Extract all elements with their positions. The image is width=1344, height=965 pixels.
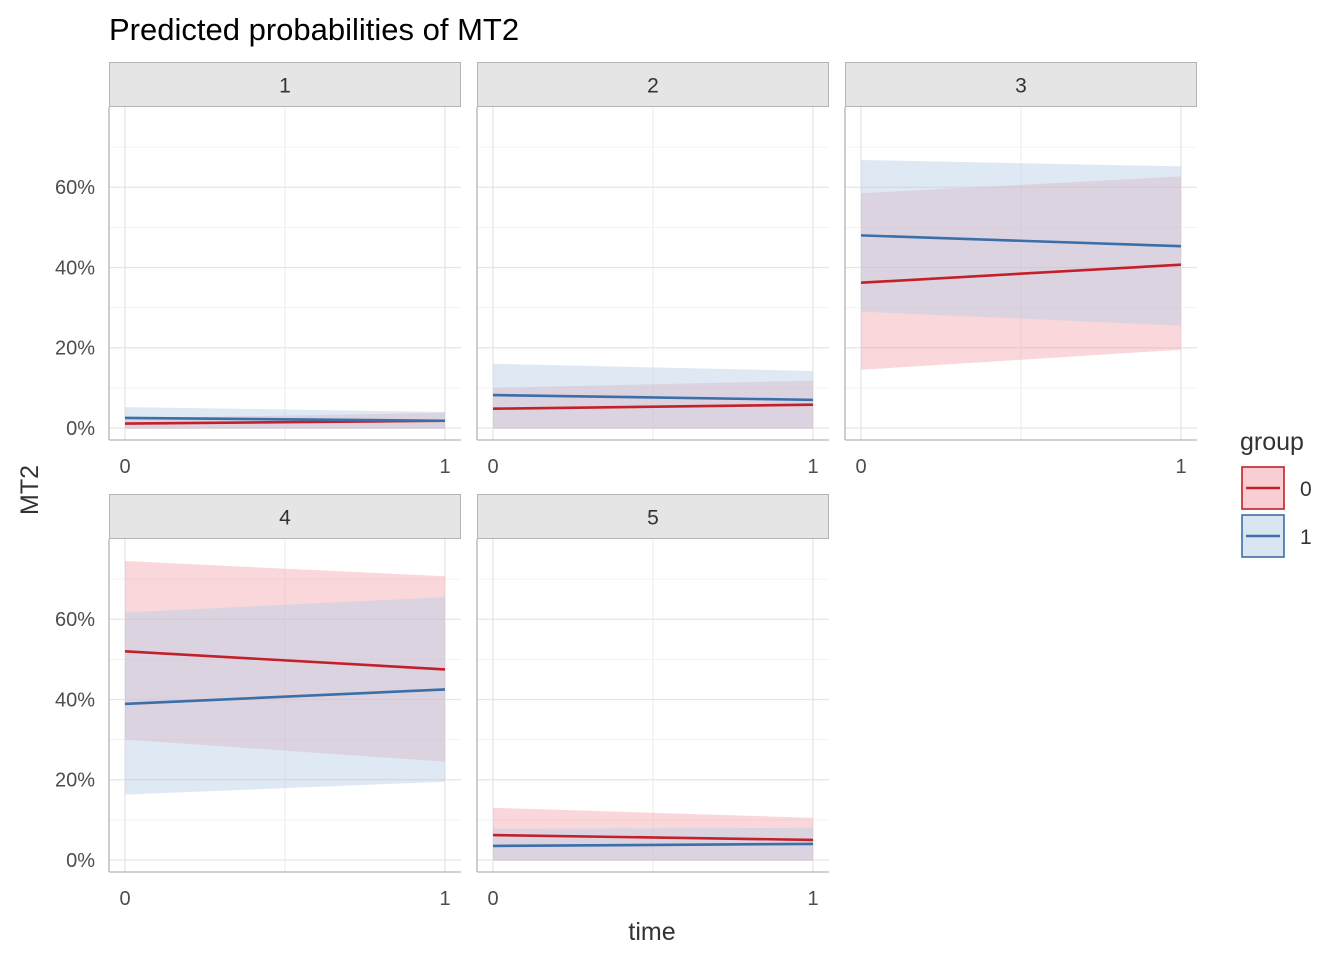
facet-panel-4: 4 0 1 0% 20% 40% 60% [55,494,461,910]
y-tick-label: 60% [55,177,95,199]
facet-strip [109,494,461,539]
x-tick-label: 1 [439,456,450,478]
series-line-group-0 [492,833,814,842]
ci-ribbon-group-0 [493,807,813,861]
facet-strip-label: 1 [279,75,291,98]
series-line-group-1 [860,234,1182,248]
chart-title: Predicted probabilities of MT2 [109,12,519,47]
facet-strip [477,62,829,107]
facet-strip-label: 5 [647,507,659,530]
y-tick-label: 40% [55,257,95,279]
series-line-group-0 [492,403,814,411]
facet-strip [109,62,461,107]
facet-panel-5: 5 0 1 [476,494,829,910]
x-axis-title: time [628,918,675,946]
facet-strip-label: 4 [279,507,291,530]
y-tick-label: 20% [55,338,95,360]
facets: 1 0 1 0% 20% 40% 60% 2 0 1 3 0 1 4 0 1 0% 20% 40% 60% 5 0 1 [55,62,1197,910]
legend-title: group [1240,428,1304,456]
facet-strip [845,62,1197,107]
series-line-group-1 [492,842,814,848]
facet-strip [477,494,829,539]
y-tick-label: 0% [66,850,95,872]
x-tick-label: 0 [855,456,866,478]
series-line-group-0 [124,650,446,671]
x-tick-label: 0 [487,456,498,478]
legend: group 0 1 [1240,428,1312,558]
y-axis-title: MT2 [16,465,44,515]
series-line-group-1 [492,393,814,402]
series-line-group-1 [124,688,446,706]
ci-ribbon-group-0 [125,412,445,429]
x-tick-label: 1 [1175,456,1186,478]
ci-ribbon-group-0 [493,380,813,429]
facet-panel-3: 3 0 1 [844,62,1197,478]
facet-panel-1: 1 0 1 0% 20% 40% 60% [55,62,461,478]
x-tick-label: 0 [487,888,498,910]
y-tick-label: 40% [55,689,95,711]
x-tick-label: 0 [119,888,130,910]
y-tick-label: 0% [66,418,95,440]
x-tick-label: 1 [807,456,818,478]
facet-panel-2: 2 0 1 [476,62,829,478]
ci-ribbon-group-1 [861,159,1181,326]
facet-strip-label: 2 [647,75,659,98]
x-tick-label: 1 [807,888,818,910]
x-tick-label: 0 [119,456,130,478]
y-tick-label: 20% [55,770,95,792]
y-tick-label: 60% [55,609,95,631]
series-line-group-1 [124,416,446,423]
series-line-group-0 [860,263,1182,285]
legend-label-group-0: 0 [1300,478,1312,501]
facet-strip-label: 3 [1015,75,1027,98]
x-tick-label: 1 [439,888,450,910]
legend-label-group-1: 1 [1300,526,1312,549]
